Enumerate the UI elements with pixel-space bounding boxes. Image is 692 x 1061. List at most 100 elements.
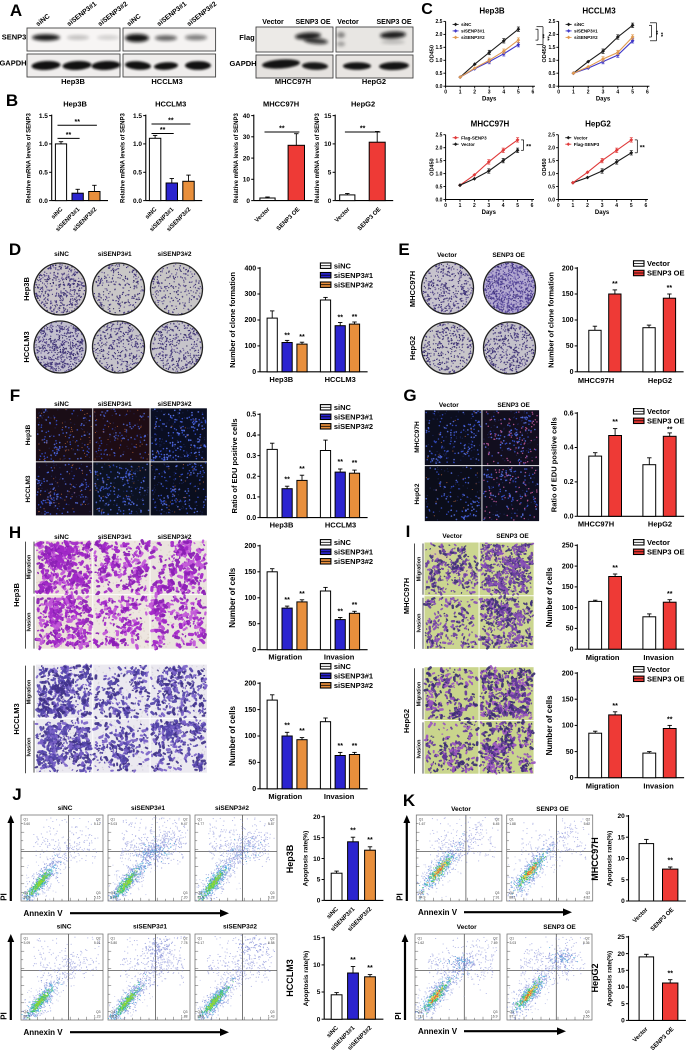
svg-text:1.88: 1.88: [509, 822, 516, 826]
svg-text:15: 15: [324, 113, 332, 120]
svg-text:Vector: Vector: [574, 136, 588, 141]
svg-text:siSENP3#2: siSENP3#2: [334, 681, 373, 690]
svg-text:PI: PI: [0, 1012, 9, 1020]
svg-text:5: 5: [317, 877, 321, 884]
svg-text:0: 0: [570, 775, 574, 782]
svg-text:6.45: 6.45: [493, 822, 500, 826]
svg-text:20: 20: [243, 155, 251, 162]
svg-text:K: K: [403, 791, 416, 810]
svg-text:SENP3 OE: SENP3 OE: [536, 806, 569, 813]
svg-text:50: 50: [566, 626, 574, 633]
svg-text:Vector: Vector: [451, 806, 471, 813]
svg-text:5.01: 5.01: [94, 941, 101, 945]
svg-text:3: 3: [488, 90, 491, 96]
svg-text:Q4: Q4: [24, 1010, 29, 1014]
svg-text:Q2: Q2: [493, 937, 498, 941]
svg-text:siSENP3#2: siSENP3#2: [461, 35, 485, 40]
svg-text:0.4: 0.4: [246, 432, 256, 439]
svg-text:Q1: Q1: [418, 937, 423, 941]
svg-text:86.5: 86.5: [111, 1015, 118, 1019]
svg-text:0: 0: [621, 1018, 625, 1025]
svg-text:20: 20: [617, 813, 625, 820]
svg-text:1.5: 1.5: [133, 113, 142, 120]
svg-text:1.5: 1.5: [435, 45, 442, 51]
svg-text:Q4: Q4: [510, 1010, 515, 1014]
svg-text:**: **: [299, 591, 305, 598]
svg-text:Ivasion: Ivasion: [417, 613, 423, 633]
svg-text:Vector: Vector: [439, 402, 459, 409]
svg-text:0: 0: [252, 786, 256, 793]
svg-text:6.28: 6.28: [268, 896, 275, 900]
svg-text:OD450: OD450: [430, 45, 436, 62]
svg-text:HepG2: HepG2: [408, 336, 417, 360]
svg-text:HCCLM3: HCCLM3: [12, 703, 21, 734]
svg-text:**: **: [337, 315, 343, 322]
svg-text:Q4: Q4: [111, 1010, 116, 1014]
svg-text:siSENP3#1: siSENP3#1: [98, 401, 132, 408]
svg-text:Q4: Q4: [198, 1010, 203, 1014]
svg-text:MHCC97H: MHCC97H: [408, 271, 417, 307]
svg-text:1: 1: [459, 203, 462, 209]
svg-text:Ratio of EDU positive cells: Ratio of EDU positive cells: [550, 417, 559, 512]
svg-text:Invasion: Invasion: [643, 782, 674, 791]
svg-text:0: 0: [317, 898, 321, 905]
svg-text:7.69: 7.69: [491, 941, 498, 945]
svg-text:3: 3: [601, 203, 604, 209]
svg-text:5.15: 5.15: [94, 896, 101, 900]
svg-text:0.0: 0.0: [133, 198, 142, 205]
svg-text:siNC: siNC: [334, 538, 352, 547]
svg-text:Hep3B: Hep3B: [25, 424, 32, 445]
svg-text:**: **: [640, 145, 646, 152]
svg-text:10: 10: [243, 177, 251, 184]
svg-text:1: 1: [459, 90, 462, 96]
svg-text:3.09: 3.09: [24, 941, 31, 945]
svg-text:Ratio of EDU positive cells: Ratio of EDU positive cells: [230, 418, 239, 513]
svg-text:6.17: 6.17: [198, 941, 205, 945]
svg-text:**: **: [367, 965, 373, 972]
svg-text:1.0: 1.0: [435, 171, 442, 177]
svg-text:0: 0: [570, 646, 574, 653]
svg-text:Q1: Q1: [111, 937, 116, 941]
svg-text:0.0: 0.0: [564, 514, 574, 521]
svg-text:3.03: 3.03: [111, 822, 118, 826]
svg-text:Q4: Q4: [418, 1010, 423, 1014]
svg-text:88.1: 88.1: [509, 896, 516, 900]
svg-text:10: 10: [324, 141, 332, 148]
svg-text:87.1: 87.1: [510, 1015, 517, 1019]
svg-text:Annexin V: Annexin V: [418, 908, 458, 917]
svg-text:200: 200: [562, 670, 574, 677]
svg-text:7.91: 7.91: [493, 896, 500, 900]
svg-text:Hep3B: Hep3B: [63, 100, 87, 109]
svg-text:200: 200: [245, 680, 257, 687]
svg-text:Vector: Vector: [647, 538, 670, 547]
svg-text:Vector: Vector: [337, 19, 359, 26]
svg-text:Number of clone formation: Number of clone formation: [228, 272, 237, 368]
svg-text:**: **: [337, 609, 343, 616]
svg-text:Vector: Vector: [647, 259, 670, 268]
svg-text:siNC: siNC: [54, 401, 69, 408]
svg-text:0: 0: [252, 647, 256, 654]
svg-text:HepG2: HepG2: [648, 376, 672, 385]
svg-text:3: 3: [487, 203, 490, 209]
svg-text:**: **: [657, 32, 663, 37]
svg-text:Q1: Q1: [24, 818, 29, 822]
svg-text:**: **: [667, 858, 673, 865]
svg-text:1.5: 1.5: [39, 113, 48, 120]
svg-text:siNC: siNC: [57, 924, 72, 931]
svg-text:1.62: 1.62: [418, 941, 425, 945]
svg-text:**: **: [352, 314, 358, 321]
svg-text:1.0: 1.0: [39, 141, 48, 148]
svg-text:SENP3 OE: SENP3 OE: [497, 402, 530, 409]
svg-text:7.20: 7.20: [181, 896, 188, 900]
svg-text:HCCLM3: HCCLM3: [582, 6, 616, 15]
svg-text:1.0: 1.0: [548, 171, 555, 177]
svg-text:OD450: OD450: [542, 45, 548, 62]
svg-text:84.9: 84.9: [419, 896, 426, 900]
svg-text:OD450: OD450: [542, 158, 548, 175]
svg-text:siNC: siNC: [334, 662, 352, 671]
svg-text:Vector: Vector: [461, 142, 475, 147]
svg-text:**: **: [337, 743, 343, 750]
svg-text:81.5: 81.5: [111, 896, 118, 900]
svg-text:MHCC97H: MHCC97H: [471, 120, 510, 129]
svg-text:Annexin V: Annexin V: [24, 1028, 64, 1037]
